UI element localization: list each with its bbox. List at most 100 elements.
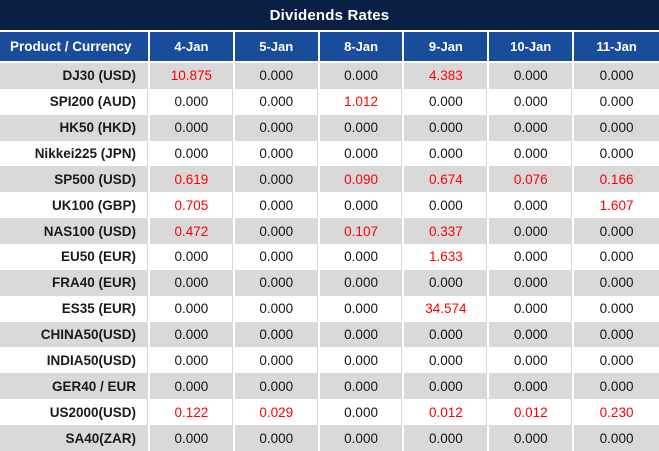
rate-cell: 0.000: [574, 218, 659, 245]
rate-cell: 0.076: [489, 166, 575, 193]
table-row: SP500 (USD) 0.619 0.000 0.090 0.674 0.076 0.16…: [0, 166, 659, 193]
rate-cell: 0.000: [319, 140, 405, 167]
product-cell: NAS100 (USD): [0, 218, 150, 245]
rate-cell: 0.000: [404, 425, 490, 451]
rate-cell: 1.012: [319, 88, 405, 115]
product-cell: GER40 / EUR: [0, 373, 150, 400]
rate-cell: 0.000: [489, 88, 575, 115]
rate-cell: 0.000: [234, 218, 320, 245]
rate-cell: 0.122: [150, 399, 235, 426]
rate-cell: 0.337: [404, 218, 490, 245]
rate-cell: 4.383: [404, 63, 490, 89]
rate-cell: 0.000: [574, 88, 659, 115]
rate-cell: 0.000: [150, 244, 235, 270]
rate-cell: 0.000: [489, 192, 575, 219]
product-cell: EU50 (EUR): [0, 244, 150, 270]
column-header-9-jan: 9-Jan: [404, 32, 490, 63]
table-row: NAS100 (USD) 0.472 0.000 0.107 0.337 0.000 0.0…: [0, 218, 659, 245]
rate-cell: 0.674: [404, 166, 490, 193]
rate-cell: 0.000: [404, 140, 490, 167]
rate-cell: 0.000: [150, 295, 235, 322]
rate-cell: 10.875: [150, 63, 235, 89]
rate-cell: 0.000: [404, 347, 490, 374]
table-row: US2000(USD) 0.122 0.029 0.000 0.012 0.012 0.23…: [0, 399, 659, 426]
dividends-table: Product / Currency 4-Jan 5-Jan 8-Jan 9-J…: [0, 32, 659, 451]
rate-cell: 0.000: [489, 114, 575, 141]
rate-cell: 0.000: [489, 244, 575, 270]
rate-cell: 0.000: [574, 244, 659, 270]
rate-cell: 0.000: [319, 373, 405, 400]
rate-cell: 0.000: [489, 140, 575, 167]
header-row: Product / Currency 4-Jan 5-Jan 8-Jan 9-J…: [0, 32, 659, 63]
rate-cell: 0.000: [319, 347, 405, 374]
rate-cell: 0.000: [150, 321, 235, 348]
product-cell: DJ30 (USD): [0, 63, 150, 89]
rate-cell: 0.705: [150, 192, 235, 219]
product-cell: HK50 (HKD): [0, 114, 150, 141]
product-cell: CHINA50(USD): [0, 321, 150, 348]
rate-cell: 0.029: [234, 399, 320, 426]
rate-cell: 0.000: [234, 88, 320, 115]
rate-cell: 0.619: [150, 166, 235, 193]
table-row: EU50 (EUR) 0.000 0.000 0.000 1.633 0.000 0.000: [0, 244, 659, 270]
rate-cell: 0.000: [574, 63, 659, 89]
rate-cell: 0.000: [404, 269, 490, 296]
rate-cell: 0.000: [150, 425, 235, 451]
rate-cell: 0.000: [574, 347, 659, 374]
rate-cell: 0.000: [319, 425, 405, 451]
rate-cell: 1.607: [574, 192, 659, 219]
product-cell: US2000(USD): [0, 399, 150, 426]
table-row: SPI200 (AUD) 0.000 0.000 1.012 0.000 0.000 0.0…: [0, 88, 659, 115]
product-cell: INDIA50(USD): [0, 347, 150, 374]
rate-cell: 0.000: [404, 192, 490, 219]
rate-cell: 0.000: [234, 140, 320, 167]
rate-cell: 0.000: [489, 347, 575, 374]
product-cell: SPI200 (AUD): [0, 88, 150, 115]
table-row: DJ30 (USD) 10.875 0.000 0.000 4.383 0.000 0.00…: [0, 63, 659, 89]
rate-cell: 0.000: [404, 373, 490, 400]
rate-cell: 0.000: [234, 192, 320, 219]
rate-cell: 0.000: [489, 425, 575, 451]
rate-cell: 0.166: [574, 166, 659, 193]
rate-cell: 0.000: [234, 347, 320, 374]
product-cell: FRA40 (EUR): [0, 269, 150, 296]
table-row: ES35 (EUR) 0.000 0.000 0.000 34.574 0.000 0.00…: [0, 295, 659, 322]
rate-cell: 0.000: [319, 295, 405, 322]
rate-cell: 0.000: [574, 140, 659, 167]
rate-cell: 0.000: [574, 321, 659, 348]
rate-cell: 0.000: [404, 321, 490, 348]
rate-cell: 0.000: [150, 88, 235, 115]
table-row: Nikkei225 (JPN) 0.000 0.000 0.000 0.000 0.000…: [0, 140, 659, 167]
rate-cell: 0.000: [150, 140, 235, 167]
rate-cell: 0.000: [489, 269, 575, 296]
rate-cell: 0.107: [319, 218, 405, 245]
rate-cell: 0.000: [574, 295, 659, 322]
table-row: SA40(ZAR) 0.000 0.000 0.000 0.000 0.000 0.000: [0, 425, 659, 451]
table-title: Dividends Rates: [0, 0, 659, 32]
rate-cell: 0.000: [234, 373, 320, 400]
product-cell: UK100 (GBP): [0, 192, 150, 219]
rate-cell: 0.090: [319, 166, 405, 193]
rate-cell: 0.012: [404, 399, 490, 426]
rate-cell: 0.000: [150, 347, 235, 374]
rate-cell: 0.000: [319, 244, 405, 270]
rate-cell: 0.000: [574, 425, 659, 451]
product-cell: Nikkei225 (JPN): [0, 140, 150, 167]
rate-cell: 34.574: [404, 295, 490, 322]
rate-cell: 0.000: [150, 269, 235, 296]
rate-cell: 0.000: [234, 166, 320, 193]
rate-cell: 0.000: [574, 114, 659, 141]
column-header-10-jan: 10-Jan: [489, 32, 575, 63]
rate-cell: 0.000: [234, 295, 320, 322]
rate-cell: 0.000: [234, 321, 320, 348]
column-header-product-currency: Product / Currency: [0, 32, 150, 63]
rate-cell: 0.000: [234, 425, 320, 451]
rate-cell: 0.000: [574, 373, 659, 400]
table-row: GER40 / EUR 0.000 0.000 0.000 0.000 0.000 0.00…: [0, 373, 659, 400]
table-body: DJ30 (USD) 10.875 0.000 0.000 4.383 0.000 0.00…: [0, 63, 659, 451]
table-row: CHINA50(USD) 0.000 0.000 0.000 0.000 0.000 0.0…: [0, 321, 659, 348]
table-row: INDIA50(USD) 0.000 0.000 0.000 0.000 0.000 0.0…: [0, 347, 659, 374]
rate-cell: 0.472: [150, 218, 235, 245]
rate-cell: 0.000: [489, 63, 575, 89]
